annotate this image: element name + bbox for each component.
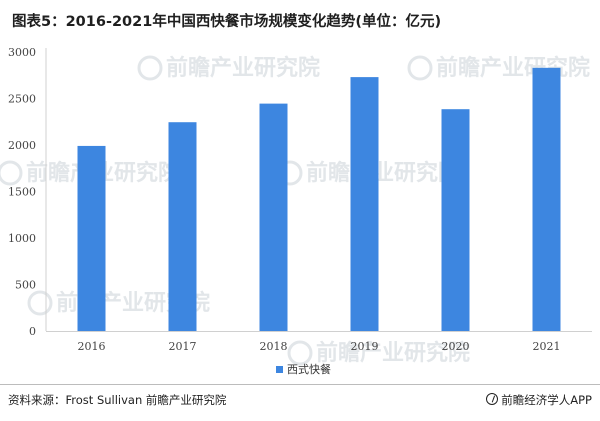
x-tick-label: 2017 bbox=[169, 340, 197, 353]
brand-text: 前瞻经济学人APP bbox=[501, 393, 592, 407]
axes bbox=[45, 48, 592, 332]
watermark: 前瞻产业研究院 bbox=[287, 340, 470, 366]
watermark: 前瞻产业研究院 bbox=[277, 160, 460, 186]
watermark-logo-icon bbox=[27, 290, 53, 316]
bar-2021 bbox=[532, 67, 561, 331]
watermark-text: 前瞻产业研究院 bbox=[436, 55, 590, 81]
brand-label: 前瞻经济学人APP bbox=[486, 392, 592, 408]
bar-2020 bbox=[441, 109, 470, 331]
bar-2017 bbox=[168, 122, 197, 331]
y-tick-label: 2500 bbox=[8, 93, 36, 106]
legend-swatch bbox=[276, 366, 283, 373]
y-tick-labels: 0 500 1000 1500 2000 2500 3000 bbox=[8, 46, 36, 338]
legend-label: 西式快餐 bbox=[287, 362, 331, 376]
bar-2019 bbox=[350, 77, 379, 331]
x-tick-label: 2020 bbox=[442, 340, 470, 353]
y-tick-label: 1500 bbox=[8, 186, 36, 199]
bar-2018 bbox=[259, 103, 288, 332]
legend: 西式快餐 bbox=[276, 362, 331, 376]
x-tick-label: 2016 bbox=[78, 340, 106, 353]
bar-chart: 前瞻产业研究院前瞻产业研究院前瞻产业研究院前瞻产业研究院前瞻产业研究院前瞻产业研… bbox=[0, 46, 592, 376]
source-text: 资料来源：Frost Sullivan 前瞻产业研究院 bbox=[8, 393, 227, 407]
watermark-logo-icon bbox=[287, 340, 313, 366]
chart-title: 图表5：2016-2021年中国西快餐市场规模变化趋势(单位：亿元) bbox=[12, 14, 442, 30]
bar-2016 bbox=[77, 145, 106, 331]
watermark-logo-icon bbox=[137, 55, 163, 81]
watermark-logo-icon bbox=[407, 55, 433, 81]
watermark-text: 前瞻产业研究院 bbox=[166, 55, 320, 81]
x-tick-label: 2019 bbox=[351, 340, 379, 353]
x-tick-label: 2018 bbox=[260, 340, 288, 353]
x-tick-labels: 2016 2017 2018 2019 2020 2021 bbox=[78, 340, 561, 353]
y-tick-label: 3000 bbox=[8, 46, 36, 59]
watermark: 前瞻产业研究院 bbox=[137, 55, 320, 81]
y-tick-label: 1000 bbox=[8, 232, 36, 245]
watermark-logo-icon bbox=[0, 160, 23, 186]
y-tick-label: 0 bbox=[29, 325, 36, 338]
watermark: 前瞻产业研究院 bbox=[407, 55, 590, 81]
brand-logo-icon bbox=[486, 393, 499, 405]
footer-divider bbox=[0, 384, 600, 385]
bars bbox=[77, 67, 561, 332]
x-tick-label: 2021 bbox=[533, 340, 561, 353]
watermark-text: 前瞻产业研究院 bbox=[306, 160, 460, 186]
watermark-text: 前瞻产业研究院 bbox=[316, 340, 470, 366]
y-tick-label: 2000 bbox=[8, 139, 36, 152]
y-tick-label: 500 bbox=[15, 279, 36, 292]
